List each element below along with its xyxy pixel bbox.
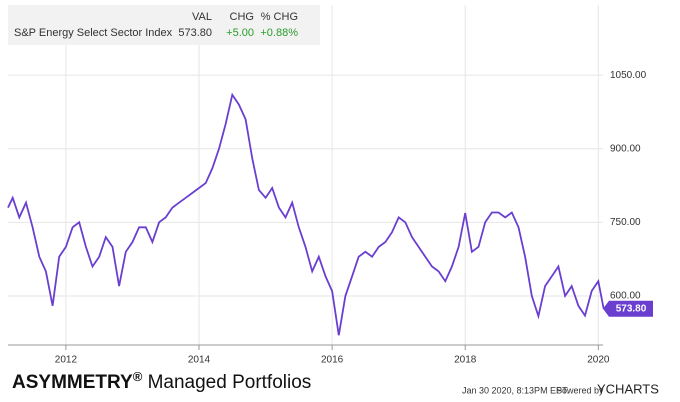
timestamp: Jan 30 2020, 8:13PM EST.: [462, 385, 569, 395]
brand-name: ASYMMETRY: [12, 372, 133, 393]
x-tick-label: 2020: [587, 355, 610, 366]
brand: ASYMMETRY® Managed Portfolios: [12, 369, 311, 393]
brand-rest: Managed Portfolios: [142, 372, 311, 393]
x-tick-label: 2014: [188, 355, 211, 366]
ycharts-logo: YCHARTS: [597, 381, 659, 396]
y-tick-label: 600.00: [610, 291, 641, 302]
y-tick-label: 750.00: [610, 217, 641, 228]
quote-chg: +5.00: [226, 27, 254, 39]
quote-header: VAL: [192, 11, 212, 23]
quote-header: % CHG: [261, 11, 298, 23]
quote-pct: +0.88%: [260, 27, 298, 39]
y-tick-label: 900.00: [610, 143, 641, 154]
x-tick-label: 2012: [55, 355, 78, 366]
x-tick-label: 2016: [321, 355, 344, 366]
powered-by: Powered by: [556, 385, 604, 395]
y-tick-label: 1050.00: [610, 70, 647, 81]
end-badge: [603, 300, 653, 317]
quote-box: [8, 5, 320, 45]
quote-name: S&P Energy Select Sector Index: [14, 27, 173, 39]
quote-val: 573.80: [178, 27, 212, 39]
end-label: 573.80: [616, 303, 647, 314]
line: [7, 92, 605, 336]
x-tick-label: 2018: [454, 355, 477, 366]
quote-header: CHG: [230, 11, 254, 23]
brand-reg: ®: [133, 369, 143, 384]
